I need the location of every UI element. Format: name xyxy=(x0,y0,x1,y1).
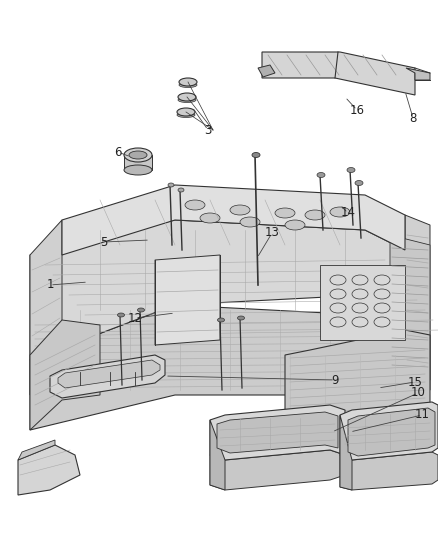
Ellipse shape xyxy=(177,108,195,116)
Text: 6: 6 xyxy=(114,146,122,158)
Text: 13: 13 xyxy=(265,227,279,239)
Polygon shape xyxy=(348,408,435,456)
Polygon shape xyxy=(210,405,345,460)
Ellipse shape xyxy=(179,83,197,87)
Polygon shape xyxy=(30,220,405,360)
Ellipse shape xyxy=(230,205,250,215)
Polygon shape xyxy=(210,450,345,490)
Text: 5: 5 xyxy=(100,236,108,248)
Text: 16: 16 xyxy=(350,103,364,117)
Polygon shape xyxy=(62,185,405,255)
Polygon shape xyxy=(30,305,405,430)
Text: 14: 14 xyxy=(340,206,356,220)
Ellipse shape xyxy=(200,213,220,223)
Ellipse shape xyxy=(178,93,196,101)
Polygon shape xyxy=(340,402,438,460)
Ellipse shape xyxy=(124,165,152,175)
Polygon shape xyxy=(262,52,415,95)
Polygon shape xyxy=(18,440,55,460)
Polygon shape xyxy=(30,320,100,430)
Text: 12: 12 xyxy=(127,311,142,325)
Ellipse shape xyxy=(305,210,325,220)
Text: 8: 8 xyxy=(410,111,417,125)
Polygon shape xyxy=(58,360,160,388)
Polygon shape xyxy=(210,420,225,490)
Polygon shape xyxy=(320,265,405,340)
Ellipse shape xyxy=(129,151,147,159)
Polygon shape xyxy=(18,445,80,495)
Ellipse shape xyxy=(185,200,205,210)
Ellipse shape xyxy=(124,148,152,162)
Polygon shape xyxy=(340,452,438,490)
Ellipse shape xyxy=(177,112,195,117)
Ellipse shape xyxy=(178,188,184,192)
Text: 11: 11 xyxy=(414,408,430,422)
Ellipse shape xyxy=(168,183,174,187)
Ellipse shape xyxy=(285,220,305,230)
Text: 10: 10 xyxy=(410,386,425,400)
Ellipse shape xyxy=(218,318,225,322)
Polygon shape xyxy=(155,255,220,345)
Text: 9: 9 xyxy=(331,374,339,386)
Ellipse shape xyxy=(138,308,145,312)
Ellipse shape xyxy=(240,217,260,227)
Polygon shape xyxy=(50,355,165,398)
Ellipse shape xyxy=(317,173,325,177)
Ellipse shape xyxy=(237,316,244,320)
Ellipse shape xyxy=(179,78,197,86)
Ellipse shape xyxy=(275,208,295,218)
Polygon shape xyxy=(124,155,152,170)
Text: 1: 1 xyxy=(46,279,54,292)
Polygon shape xyxy=(30,220,62,395)
Ellipse shape xyxy=(252,152,260,157)
Ellipse shape xyxy=(330,207,350,217)
Ellipse shape xyxy=(178,98,196,102)
Text: 15: 15 xyxy=(408,376,422,389)
Polygon shape xyxy=(285,330,430,440)
Polygon shape xyxy=(390,235,430,380)
Polygon shape xyxy=(405,215,430,390)
Polygon shape xyxy=(258,65,275,77)
Polygon shape xyxy=(406,68,430,80)
Polygon shape xyxy=(217,412,338,453)
Text: 3: 3 xyxy=(204,124,212,136)
Polygon shape xyxy=(340,415,352,490)
Ellipse shape xyxy=(117,313,124,317)
Ellipse shape xyxy=(347,167,355,173)
Ellipse shape xyxy=(355,181,363,185)
